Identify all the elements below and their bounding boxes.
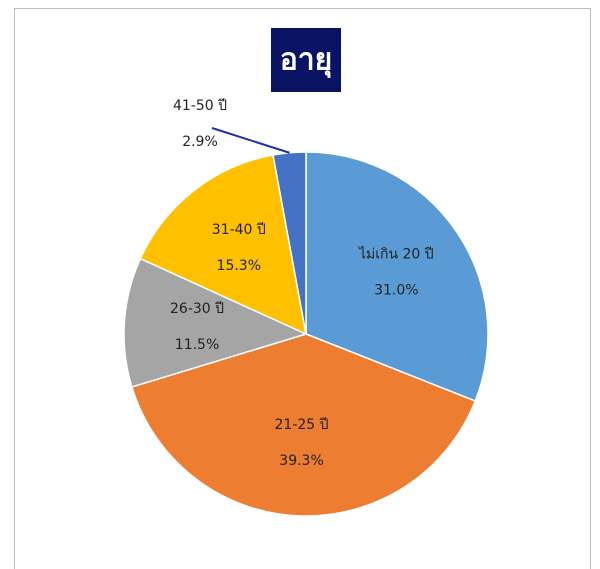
title-box <box>271 28 341 92</box>
leader-line <box>211 127 290 154</box>
slice-label: 41-50 ปี <box>173 98 227 114</box>
chart-title: อายุ <box>280 43 332 79</box>
value-label: 39.3% <box>279 453 323 469</box>
pie-slice <box>123 257 309 388</box>
value-label: 2.9% <box>182 134 218 150</box>
value-label: 15.3% <box>217 258 261 274</box>
slice-label: 21-25 ปี <box>275 417 329 433</box>
pie-slice <box>305 151 489 402</box>
pie-slice <box>130 333 477 517</box>
value-label: 11.5% <box>175 337 219 353</box>
value-label: 31.0% <box>374 283 418 299</box>
slice-label: 31-40 ปี <box>212 222 266 238</box>
slice-label: 26-30 ปี <box>170 301 224 317</box>
slice-label: ไม่เกิน 20 ปี <box>358 246 434 263</box>
pie-slice <box>272 151 307 335</box>
pie-slice <box>139 154 307 336</box>
